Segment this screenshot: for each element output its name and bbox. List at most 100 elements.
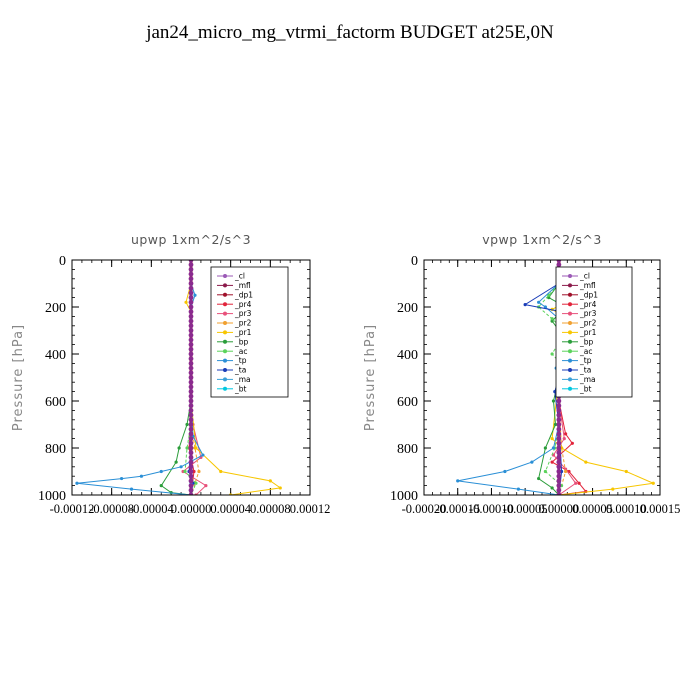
legend-marker xyxy=(223,377,227,382)
legend-marker xyxy=(568,321,572,325)
data-point xyxy=(562,437,566,441)
data-point xyxy=(219,469,223,474)
x-tick-label: 0.00012 xyxy=(290,502,331,516)
zero-line-marker xyxy=(188,375,194,380)
data-point xyxy=(177,446,181,450)
zero-line-marker xyxy=(556,492,562,495)
data-point xyxy=(183,469,187,474)
zero-line-marker xyxy=(188,328,194,333)
data-point xyxy=(537,476,541,481)
y-tick-label: 0 xyxy=(59,254,66,269)
legend-marker xyxy=(223,321,227,325)
data-point xyxy=(159,469,163,474)
data-point xyxy=(550,437,554,441)
zero-line-marker xyxy=(556,260,562,263)
legend-label: _ac xyxy=(234,347,247,356)
data-point xyxy=(185,446,189,450)
zero-line-marker xyxy=(556,478,562,484)
legend-marker xyxy=(568,274,572,278)
zero-line-marker xyxy=(188,412,194,418)
legend-label: _pr4 xyxy=(234,300,252,309)
data-point xyxy=(564,469,568,474)
zero-line-marker xyxy=(188,290,194,296)
legend-label: _pr2 xyxy=(579,319,597,328)
y-tick-label: 400 xyxy=(45,348,66,363)
zero-line-marker xyxy=(556,464,562,470)
data-point xyxy=(564,432,568,436)
data-point xyxy=(523,303,527,307)
zero-line-marker xyxy=(556,487,562,493)
data-point xyxy=(194,481,198,485)
data-point xyxy=(550,486,554,490)
zero-line-marker xyxy=(188,440,194,446)
zero-line-marker xyxy=(188,365,194,371)
series-group xyxy=(75,260,282,495)
legend-label: _pr3 xyxy=(579,309,597,318)
zero-line-marker xyxy=(188,337,194,343)
zero-line-marker xyxy=(556,469,562,474)
plot-frame xyxy=(71,259,311,496)
data-point xyxy=(553,422,558,427)
legend-marker xyxy=(568,311,572,316)
zero-line-marker xyxy=(556,398,562,404)
data-point xyxy=(139,474,144,478)
legend-label: _bp xyxy=(579,337,594,346)
zero-line-marker xyxy=(556,436,562,441)
x-tick-label: -0.00004 xyxy=(129,502,175,516)
y-tick-label: 200 xyxy=(397,301,418,316)
zero-line-marker xyxy=(556,262,562,268)
legend-label: _ta xyxy=(579,366,591,375)
data-point xyxy=(174,460,178,464)
zero-line-marker xyxy=(188,285,194,291)
data-point xyxy=(570,441,574,445)
legend-label: _pr1 xyxy=(579,328,597,337)
legend-marker xyxy=(223,292,227,297)
zero-line-marker xyxy=(188,318,194,324)
legend-marker xyxy=(223,330,227,335)
zero-line-marker xyxy=(188,426,194,432)
legend-marker xyxy=(223,368,227,372)
y-tick-label: 800 xyxy=(397,442,418,457)
zero-line-marker xyxy=(556,426,562,432)
vpwp-panel: vpwp 1xm^2/s^3 Pressure [hPa] 0 200 400 600 80… xyxy=(363,232,680,516)
legend-label: _mfl xyxy=(579,281,596,290)
data-point xyxy=(184,300,188,304)
zero-line-marker xyxy=(188,361,194,366)
zero-line-marker xyxy=(188,469,194,474)
legend-marker xyxy=(568,358,572,363)
legend-marker xyxy=(568,368,572,372)
zero-line-marker xyxy=(188,422,194,427)
data-point xyxy=(194,446,198,450)
panel-title: upwp 1xm^2/s^3 xyxy=(131,232,251,247)
zero-line-marker xyxy=(556,403,562,409)
zero-line-marker xyxy=(188,276,194,282)
data-point xyxy=(193,293,197,297)
data-point xyxy=(197,469,201,474)
zero-line-marker xyxy=(556,473,562,479)
y-axis-label: Pressure [hPa] xyxy=(363,324,378,431)
data-point xyxy=(185,422,189,427)
legend-marker xyxy=(223,311,227,316)
data-point xyxy=(268,479,272,483)
data-point xyxy=(574,481,578,485)
x-tick-label: 0.00000 xyxy=(171,502,212,516)
y-tick-label: 600 xyxy=(45,395,66,410)
legend-marker xyxy=(223,358,227,363)
figure-title: jan24_micro_mg_vtrmi_factorm BUDGET at25… xyxy=(146,22,554,43)
x-tick-label: 0.00005 xyxy=(572,502,613,516)
zero-line-marker xyxy=(188,459,194,465)
zero-line-marker xyxy=(188,436,194,441)
upwp-panel: upwp 1xm^2/s^3 Pressure [hPa] 0 200 400 600 80… xyxy=(11,232,330,516)
zero-line-marker xyxy=(188,408,194,413)
zero-line-marker xyxy=(188,492,194,495)
legend-label: _cl xyxy=(234,272,245,281)
data-point xyxy=(179,465,183,469)
data-point xyxy=(503,469,507,474)
data-point xyxy=(204,484,208,488)
legend-marker xyxy=(223,339,227,344)
zero-line-marker xyxy=(188,295,194,300)
zero-line-marker xyxy=(188,342,194,347)
data-point xyxy=(624,469,628,474)
legend-marker xyxy=(568,349,572,354)
data-point xyxy=(543,446,547,450)
